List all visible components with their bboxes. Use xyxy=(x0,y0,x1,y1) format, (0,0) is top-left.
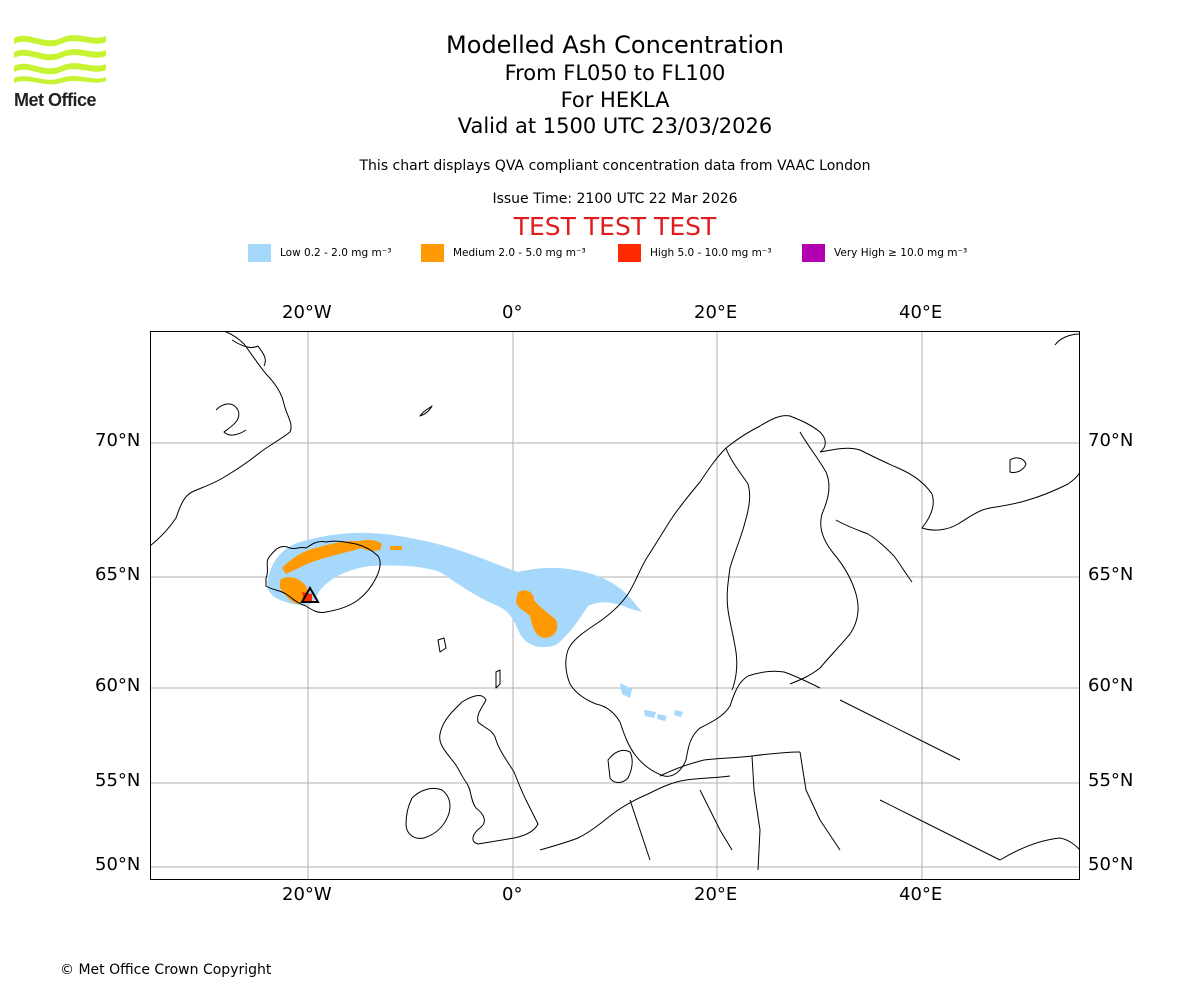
volcano-name: For HEKLA xyxy=(560,87,670,112)
copyright: © Met Office Crown Copyright xyxy=(60,962,272,978)
legend-item-very-high: Very High ≥ 10.0 mg m⁻³ xyxy=(802,244,967,262)
lat-label-left-55: 55°N xyxy=(95,770,141,791)
legend-label-medium: Medium 2.0 - 5.0 mg m⁻³ xyxy=(453,247,586,259)
legend-label-low: Low 0.2 - 2.0 mg m⁻³ xyxy=(280,247,392,259)
lat-label-left-65: 65°N xyxy=(95,564,141,585)
issue-time: Issue Time: 2100 UTC 22 Mar 2026 xyxy=(492,191,738,207)
lon-label-bottom-20w: 20°W xyxy=(282,884,332,905)
met-office-logo: Met Office xyxy=(14,30,108,112)
valid-time: Valid at 1500 UTC 23/03/2026 xyxy=(457,114,773,138)
lat-label-left-60: 60°N xyxy=(95,675,141,696)
chart-title: Modelled Ash Concentration xyxy=(446,31,784,59)
flight-levels: From FL050 to FL100 xyxy=(504,61,726,85)
legend-label-very-high: Very High ≥ 10.0 mg m⁻³ xyxy=(834,247,968,259)
coastlines xyxy=(150,331,1080,871)
legend: Low 0.2 - 2.0 mg m⁻³ Medium 2.0 - 5.0 mg… xyxy=(0,244,1200,264)
description: This chart displays QVA compliant concen… xyxy=(359,158,871,174)
legend-swatch-low xyxy=(248,244,271,262)
logo-text: Met Office xyxy=(14,90,97,110)
legend-item-medium: Medium 2.0 - 5.0 mg m⁻³ xyxy=(421,244,586,262)
lat-label-right-50: 50°N xyxy=(1088,854,1134,875)
title-block: Modelled Ash Concentration From FL050 to… xyxy=(0,30,1200,140)
lon-label-bottom-20e: 20°E xyxy=(694,884,738,905)
legend-item-high: High 5.0 - 10.0 mg m⁻³ xyxy=(618,244,772,262)
lon-label-bottom-0: 0° xyxy=(502,884,523,905)
legend-swatch-very-high xyxy=(802,244,825,262)
lat-label-right-65: 65°N xyxy=(1088,564,1134,585)
legend-swatch-medium xyxy=(421,244,444,262)
lon-label-top-20w: 20°W xyxy=(282,302,332,323)
lon-label-top-20e: 20°E xyxy=(694,302,738,323)
lat-label-right-55: 55°N xyxy=(1088,770,1134,791)
hekla-volcano-marker xyxy=(300,585,320,603)
ash-medium xyxy=(280,540,558,638)
lon-label-top-0: 0° xyxy=(502,302,523,323)
lat-label-right-60: 60°N xyxy=(1088,675,1134,696)
lat-label-left-50: 50°N xyxy=(95,854,141,875)
lat-label-right-70: 70°N xyxy=(1088,430,1134,451)
lon-label-top-40e: 40°E xyxy=(899,302,943,323)
ash-low xyxy=(267,532,683,721)
legend-swatch-high xyxy=(618,244,641,262)
lat-label-left-70: 70°N xyxy=(95,430,141,451)
test-banner: TEST TEST TEST xyxy=(513,212,717,241)
legend-item-low: Low 0.2 - 2.0 mg m⁻³ xyxy=(248,244,391,262)
legend-label-high: High 5.0 - 10.0 mg m⁻³ xyxy=(650,247,772,259)
gridlines xyxy=(150,331,1080,880)
lon-label-bottom-40e: 40°E xyxy=(899,884,943,905)
met-office-waves-icon xyxy=(14,35,106,85)
map-frame xyxy=(150,331,1080,880)
